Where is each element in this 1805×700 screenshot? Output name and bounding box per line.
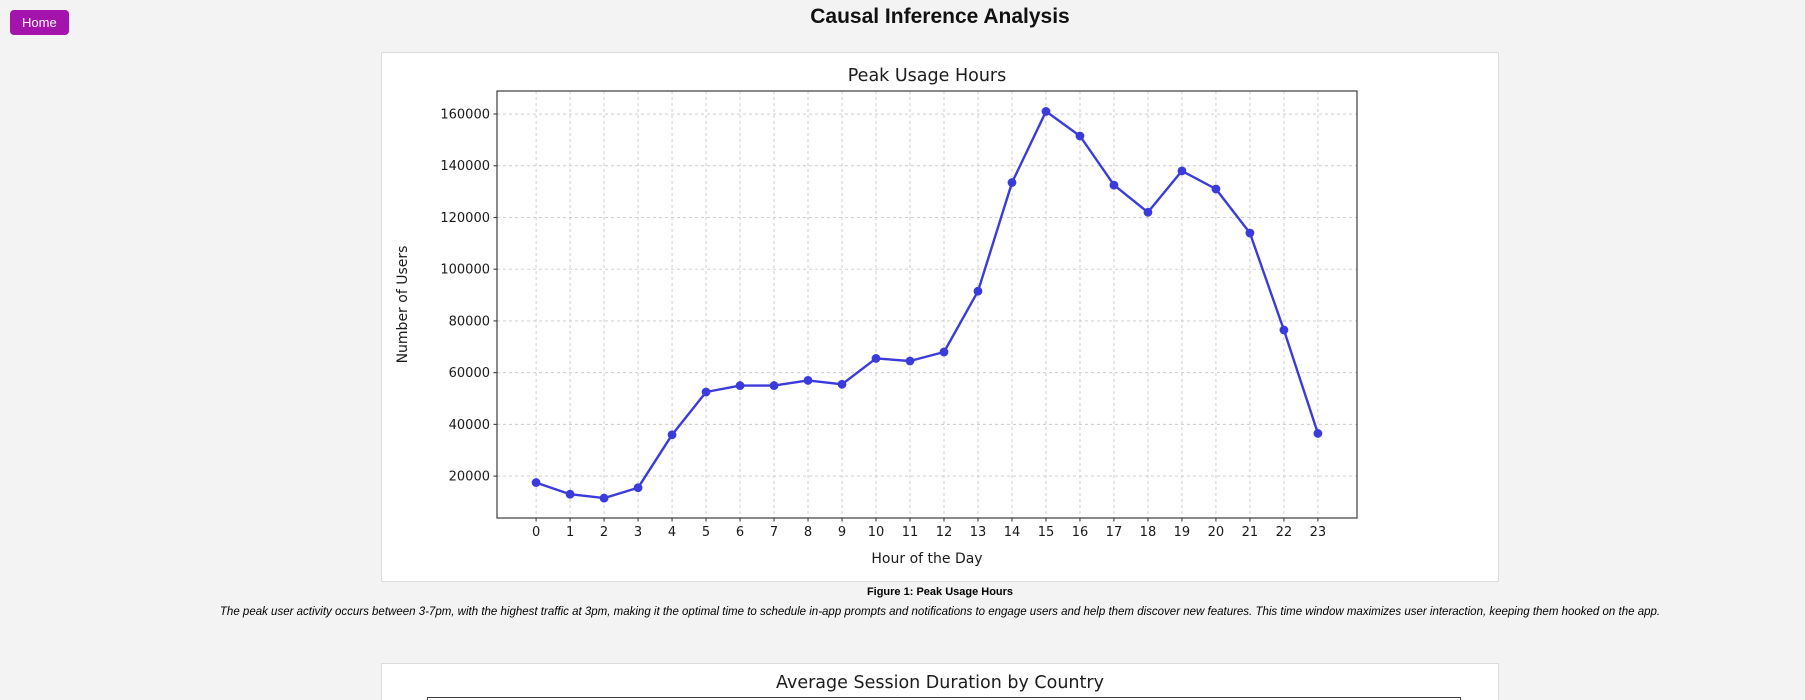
svg-text:21: 21	[1242, 525, 1259, 540]
data-point	[1245, 228, 1255, 238]
svg-text:40000: 40000	[449, 418, 490, 433]
svg-text:6: 6	[736, 525, 744, 540]
y-tick-labels: 20000 40000 60000 80000 100000 120000 140000 16…	[440, 108, 490, 485]
svg-text:13: 13	[970, 525, 987, 540]
data-point	[769, 381, 779, 390]
svg-text:0: 0	[532, 525, 540, 540]
svg-text:9: 9	[838, 525, 846, 540]
data-point	[871, 354, 881, 363]
chart-markers	[531, 107, 1323, 503]
data-point	[837, 379, 847, 389]
figure2-card: Average Session Duration by Country	[381, 663, 1499, 700]
svg-text:3: 3	[634, 525, 642, 540]
svg-text:20: 20	[1208, 525, 1225, 540]
data-point	[1041, 107, 1051, 116]
y-axis-label: Number of Users	[395, 246, 411, 364]
svg-text:23: 23	[1310, 525, 1327, 540]
data-point	[701, 387, 711, 397]
data-point	[1279, 325, 1289, 335]
figure1-caption-title: Figure 1: Peak Usage Hours	[866, 586, 1014, 598]
svg-text:15: 15	[1038, 525, 1055, 540]
figure2-plot-frame	[427, 697, 1461, 700]
svg-text:10: 10	[868, 525, 885, 540]
svg-text:140000: 140000	[440, 159, 490, 174]
svg-text:60000: 60000	[449, 366, 490, 381]
svg-text:18: 18	[1140, 525, 1157, 540]
data-point	[735, 381, 745, 390]
data-point	[939, 347, 949, 357]
data-point	[1211, 184, 1221, 194]
svg-text:1: 1	[566, 525, 574, 540]
svg-text:14: 14	[1004, 525, 1021, 540]
page-title: Causal Inference Analysis	[810, 5, 1070, 28]
chart-frame	[496, 90, 1358, 519]
data-point	[531, 478, 541, 487]
svg-text:4: 4	[668, 525, 676, 540]
figure1-caption-text: The peak user activity occurs between 3-…	[219, 606, 1661, 618]
data-point	[803, 376, 813, 385]
figure2-chart-title: Average Session Duration by Country	[776, 673, 1104, 693]
svg-text:12: 12	[936, 525, 953, 540]
svg-text:19: 19	[1174, 525, 1191, 540]
svg-text:80000: 80000	[449, 314, 490, 329]
svg-text:5: 5	[702, 525, 710, 540]
peak-usage-chart: 0 1 2 3 4 5 6 7 8 9 10 11 12 13 14 15 16 17 18 19 20 21 22 2320…	[395, 66, 1358, 567]
svg-text:160000: 160000	[440, 108, 490, 123]
data-point	[1313, 429, 1323, 438]
data-point	[1075, 131, 1085, 141]
data-point	[565, 489, 575, 499]
svg-text:100000: 100000	[440, 263, 490, 278]
chart-ticks	[493, 113, 1319, 522]
data-point	[1007, 178, 1017, 187]
x-tick-labels: 0 1 2 3 4 5 6 7 8 9 10 11 12 13 14 15 16 17 18 19 20 21 22 23	[532, 525, 1326, 540]
svg-text:7: 7	[770, 525, 778, 540]
data-point	[1109, 180, 1119, 190]
data-point	[1143, 207, 1153, 217]
svg-text:17: 17	[1106, 525, 1123, 540]
svg-text:11: 11	[902, 525, 919, 540]
x-axis-label: Hour of the Day	[871, 551, 982, 567]
data-point	[905, 356, 915, 366]
data-point	[633, 483, 643, 493]
chart-title: Peak Usage Hours	[848, 66, 1006, 86]
svg-text:2: 2	[600, 525, 608, 540]
svg-text:16: 16	[1072, 525, 1089, 540]
data-point	[667, 430, 677, 440]
chart-grid	[497, 91, 1357, 518]
svg-text:8: 8	[804, 525, 812, 540]
svg-text:22: 22	[1276, 525, 1293, 540]
figure1-card: 0 1 2 3 4 5 6 7 8 9 10 11 12 13 14 15 16 17 18 19 20 21 22 23 20…	[381, 52, 1499, 582]
usage-line	[535, 110, 1320, 500]
data-point	[599, 493, 609, 503]
svg-text:120000: 120000	[440, 211, 490, 226]
data-point	[1177, 166, 1187, 176]
data-point	[973, 286, 983, 296]
home-button[interactable]: Home	[10, 10, 69, 35]
svg-text:20000: 20000	[449, 470, 490, 485]
